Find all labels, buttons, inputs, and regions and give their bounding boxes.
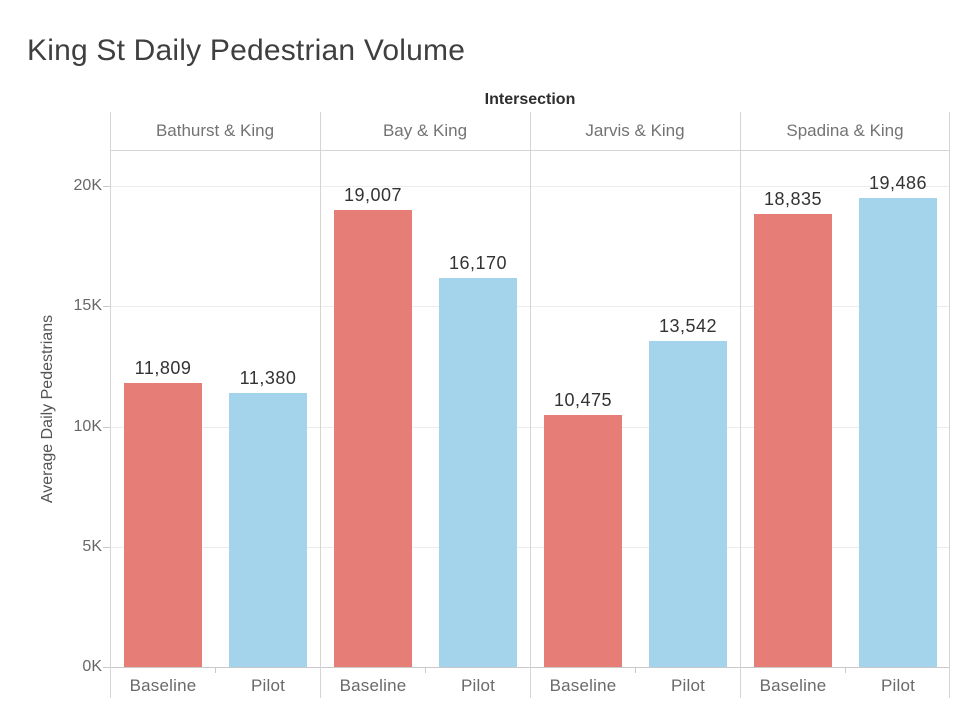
bar-baseline[interactable] — [334, 210, 412, 667]
x-tick-label: Baseline — [759, 676, 827, 695]
y-tick-label: 5K — [82, 538, 102, 555]
bar-baseline[interactable] — [544, 415, 622, 667]
x-axis-mid-tick — [845, 668, 846, 673]
x-tick-label: Baseline — [129, 676, 197, 695]
y-tick-mark — [103, 306, 110, 307]
bar-value-label: 18,835 — [763, 189, 823, 209]
y-tick-mark — [103, 186, 110, 187]
column-header-label: Jarvis & King — [585, 121, 685, 140]
bar-value-label: 13,542 — [658, 316, 718, 336]
pane-divider — [320, 112, 321, 698]
chart-title: King St Daily Pedestrian Volume — [27, 34, 466, 67]
column-header-label: Spadina & King — [786, 121, 904, 140]
x-tick-label: Pilot — [250, 676, 286, 695]
bar-value-label: 10,475 — [553, 390, 613, 410]
y-tick-mark — [103, 427, 110, 428]
bar-pilot[interactable] — [859, 198, 937, 667]
x-tick-label: Pilot — [880, 676, 916, 695]
column-header-label: Bathurst & King — [155, 121, 275, 140]
column-header-label: Bay & King — [382, 121, 468, 140]
bar-pilot[interactable] — [229, 393, 307, 667]
y-tick-label: 10K — [73, 418, 102, 435]
x-axis-mid-tick — [215, 668, 216, 673]
bar-baseline[interactable] — [754, 214, 832, 667]
bar-value-label: 19,007 — [343, 185, 403, 205]
pane-divider — [740, 112, 741, 698]
bar-pilot[interactable] — [649, 341, 727, 667]
bar-value-label: 19,486 — [868, 173, 928, 193]
x-tick-label: Pilot — [670, 676, 706, 695]
column-field-label: Intersection — [484, 91, 576, 108]
bar-value-label: 16,170 — [448, 253, 508, 273]
y-axis-line — [110, 112, 111, 698]
y-tick-label: 0K — [82, 658, 102, 675]
y-tick-label: 15K — [73, 297, 102, 314]
bar-value-label: 11,809 — [134, 358, 192, 378]
pane-divider — [530, 112, 531, 698]
frame-right-border — [949, 112, 950, 698]
x-axis-mid-tick — [635, 668, 636, 673]
y-tick-mark — [103, 547, 110, 548]
bar-baseline[interactable] — [124, 383, 202, 667]
y-tick-mark — [103, 667, 110, 668]
bar-pilot[interactable] — [439, 278, 517, 667]
x-axis-mid-tick — [425, 668, 426, 673]
bar-value-label: 11,380 — [239, 368, 297, 388]
x-tick-label: Baseline — [549, 676, 617, 695]
x-tick-label: Pilot — [460, 676, 496, 695]
y-tick-label: 20K — [73, 177, 102, 194]
x-tick-label: Baseline — [339, 676, 407, 695]
